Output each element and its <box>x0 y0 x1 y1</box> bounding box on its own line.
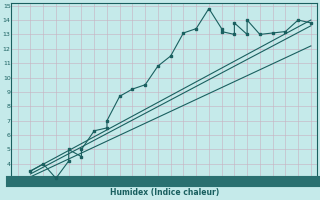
X-axis label: Humidex (Indice chaleur): Humidex (Indice chaleur) <box>110 188 219 197</box>
